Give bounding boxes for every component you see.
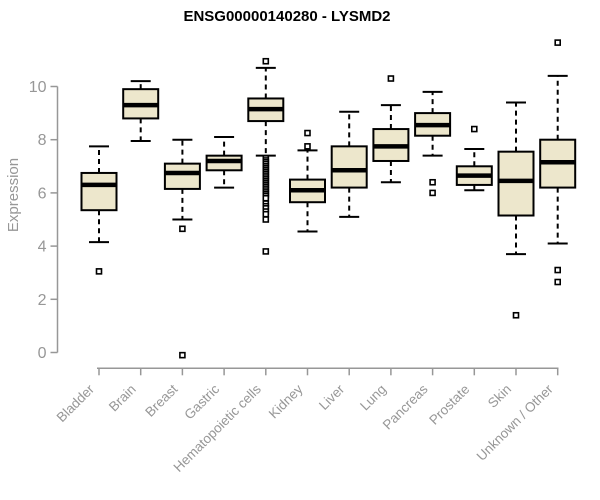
outlier-point — [470, 125, 478, 133]
x-axis-category-label: Pancreas — [380, 381, 431, 432]
outlier-point — [512, 311, 520, 319]
x-axis-category-label: Skin — [485, 382, 514, 411]
outlier-point — [262, 57, 270, 65]
outlier-point — [429, 189, 436, 197]
x-axis-category-label: Breast — [142, 381, 180, 419]
iqr-box — [80, 171, 118, 212]
x-axis-category-label: Prostate — [426, 382, 472, 428]
outlier-point — [554, 278, 562, 286]
iqr-box — [163, 162, 201, 190]
outlier-point — [179, 225, 186, 233]
chart-title: ENSG00000140280 - LYSMD2 — [183, 8, 391, 25]
x-axis-category-label: Gastric — [181, 381, 222, 422]
outlier-point — [387, 75, 395, 82]
x-axis-category-label: Kidney — [266, 381, 306, 421]
x-axis-category-label: Lung — [357, 382, 389, 414]
y-axis-tick-label: 10 — [29, 79, 47, 96]
x-axis-category-label: Unknown / Other — [474, 381, 557, 464]
outlier-point — [95, 268, 103, 275]
y-axis-tick-label: 8 — [38, 132, 47, 149]
outlier-point — [262, 216, 270, 223]
x-axis-category-label: Brain — [106, 382, 139, 415]
outlier-point — [554, 266, 562, 274]
outlier-point — [179, 351, 186, 359]
y-axis-tick-label: 2 — [38, 292, 47, 309]
outlier-point — [554, 39, 562, 46]
outlier-point — [262, 194, 270, 202]
y-axis-tick-label: 0 — [38, 345, 47, 362]
x-axis-category-label: Bladder — [54, 381, 98, 425]
outlier-point — [262, 248, 270, 255]
x-axis-category-label: Liver — [316, 381, 348, 413]
outlier-point — [304, 129, 311, 137]
outlier-point — [304, 143, 311, 150]
outlier-point — [429, 178, 436, 186]
y-axis-tick-label: 4 — [38, 239, 47, 256]
outlier-point — [262, 210, 270, 218]
iqr-box — [330, 145, 368, 189]
iqr-box — [497, 150, 535, 217]
y-axis-tick-label: 6 — [38, 185, 47, 202]
